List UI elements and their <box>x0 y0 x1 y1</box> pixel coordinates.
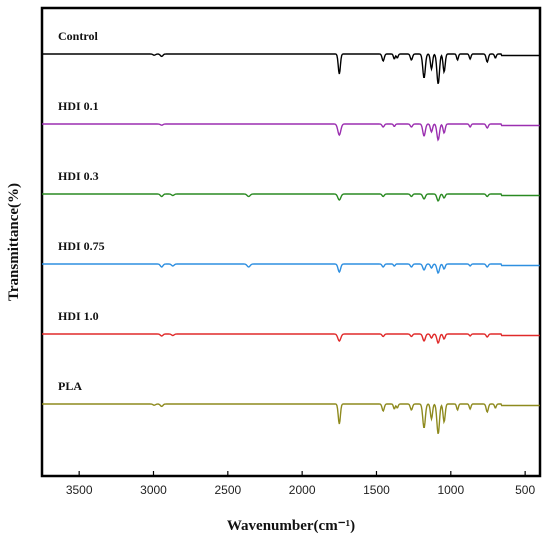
x-tick-label-1: 3000 <box>140 483 167 497</box>
x-tick-label-3: 2000 <box>289 483 316 497</box>
x-axis-ticks: 3500 3000 2500 2000 1500 1000 500 <box>66 471 535 497</box>
series-label-2: HDI 0.3 <box>58 169 99 183</box>
x-axis-title: Wavenumber(cm⁻¹) <box>227 518 355 534</box>
series-label-0: Control <box>58 29 98 43</box>
series-line-4 <box>42 333 540 345</box>
series-label-3: HDI 0.75 <box>58 239 105 253</box>
series-label-layer: Control HDI 0.1 HDI 0.3 HDI 0.75 HDI 1.0 PLA <box>58 29 105 393</box>
series-layer <box>42 53 540 435</box>
plot-frame <box>40 6 542 478</box>
series-line-0 <box>42 53 540 85</box>
series-label-5: PLA <box>58 379 82 393</box>
x-tick-label-2: 2500 <box>214 483 241 497</box>
x-tick-label-6: 500 <box>515 483 535 497</box>
x-tick-label-4: 1500 <box>363 483 390 497</box>
x-tick-label-0: 3500 <box>66 483 93 497</box>
y-axis-title: Transmittance(%) <box>6 183 22 301</box>
series-line-2 <box>42 193 540 202</box>
series-line-1 <box>42 123 540 142</box>
series-label-1: HDI 0.1 <box>58 99 99 113</box>
series-line-5 <box>42 403 540 435</box>
series-label-4: HDI 1.0 <box>58 309 99 323</box>
x-tick-label-5: 1000 <box>437 483 464 497</box>
series-line-3 <box>42 263 540 275</box>
